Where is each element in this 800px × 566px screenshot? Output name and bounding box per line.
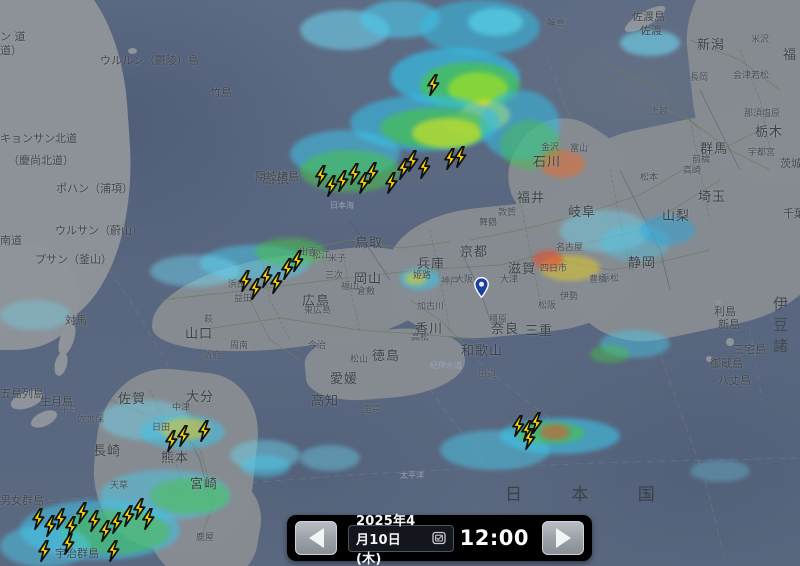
lightning-strike-icon[interactable]: [268, 272, 285, 294]
radar-echo-cell: [150, 255, 240, 287]
lightning-strike-icon[interactable]: [74, 502, 91, 524]
lightning-strike-icon[interactable]: [52, 508, 69, 530]
radar-echo-cell: [468, 8, 523, 36]
lightning-strike-icon[interactable]: [395, 158, 412, 180]
lightning-strike-icon[interactable]: [416, 157, 433, 179]
lightning-strike-icon[interactable]: [383, 172, 400, 194]
lightning-strike-icon[interactable]: [196, 420, 213, 442]
prev-time-button[interactable]: [295, 521, 337, 555]
island-miyake: [726, 338, 734, 346]
lightning-strike-icon[interactable]: [510, 415, 527, 437]
lightning-strike-icon[interactable]: [279, 258, 296, 280]
lightning-strike-icon[interactable]: [425, 74, 442, 96]
lightning-strike-icon[interactable]: [442, 148, 459, 170]
road-network-green: [109, 39, 781, 541]
radar-echo-cell: [405, 272, 427, 285]
radar-echo-cell: [533, 250, 563, 270]
radar-echo-cell: [240, 455, 290, 477]
lightning-strike-icon[interactable]: [313, 165, 330, 187]
radar-echo-cell: [600, 330, 670, 358]
time-control-bar: 2025年4月10日(木) 12:00: [287, 514, 592, 566]
radar-echo-cell: [0, 300, 70, 330]
lightning-strike-icon[interactable]: [108, 512, 125, 534]
radar-echo-cell: [300, 150, 400, 192]
lightning-strike-icon[interactable]: [258, 266, 275, 288]
time-readout: 2025年4月10日(木) 12:00: [344, 514, 535, 566]
time-value: 12:00: [459, 526, 529, 550]
lightning-strike-icon[interactable]: [528, 412, 545, 434]
radar-echo-cell: [540, 150, 585, 178]
lightning-strike-icon[interactable]: [131, 498, 148, 520]
radar-echo-cell: [480, 90, 560, 160]
lightning-strike-icon[interactable]: [521, 428, 538, 450]
island-ulleung: [128, 48, 137, 54]
lightning-strike-icon[interactable]: [140, 508, 157, 530]
lightning-strike-icon[interactable]: [86, 510, 103, 532]
location-pin[interactable]: [474, 276, 489, 299]
lightning-strike-icon[interactable]: [163, 430, 180, 452]
radar-echo-cell: [690, 460, 750, 482]
next-arrow-icon: [555, 528, 571, 548]
calendar-icon[interactable]: [431, 531, 446, 545]
radar-echo-cell: [540, 424, 570, 440]
lightning-strike-icon[interactable]: [105, 540, 122, 562]
date-picker-field[interactable]: 2025年4月10日(木): [348, 514, 454, 566]
lightning-strike-icon[interactable]: [247, 278, 264, 300]
next-time-button[interactable]: [542, 521, 584, 555]
lightning-strike-icon[interactable]: [120, 505, 137, 527]
radar-echo-cell: [150, 478, 230, 514]
radar-echo-cell: [590, 345, 630, 363]
lightning-strike-icon[interactable]: [334, 170, 351, 192]
radar-echo-cell: [620, 30, 680, 56]
prev-arrow-icon: [308, 528, 324, 548]
lightning-strike-icon[interactable]: [60, 533, 77, 555]
lightning-strike-icon[interactable]: [63, 516, 80, 538]
lightning-strike-icon[interactable]: [346, 163, 363, 185]
lightning-strike-icon[interactable]: [175, 425, 192, 447]
island-mikura: [706, 356, 712, 362]
lightning-strike-icon[interactable]: [30, 508, 47, 530]
lightning-strike-icon[interactable]: [404, 150, 421, 172]
radar-echo-cell: [560, 210, 650, 252]
lightning-strike-icon[interactable]: [452, 146, 469, 168]
location-pin-icon: [474, 276, 489, 299]
lightning-strike-icon[interactable]: [36, 540, 53, 562]
radar-echo-cell: [300, 445, 360, 471]
lightning-strike-icon[interactable]: [289, 250, 306, 272]
lightning-strike-icon[interactable]: [97, 520, 114, 542]
lightning-strike-icon[interactable]: [42, 515, 59, 537]
lightning-strike-icon[interactable]: [323, 175, 340, 197]
lightning-strike-icon[interactable]: [364, 162, 381, 184]
radar-echo-cell: [640, 215, 695, 245]
date-value: 2025年4月10日(木): [356, 513, 416, 566]
lightning-strike-icon[interactable]: [237, 270, 254, 292]
radar-echo-cell: [412, 118, 482, 148]
island-toshima: [716, 300, 721, 305]
